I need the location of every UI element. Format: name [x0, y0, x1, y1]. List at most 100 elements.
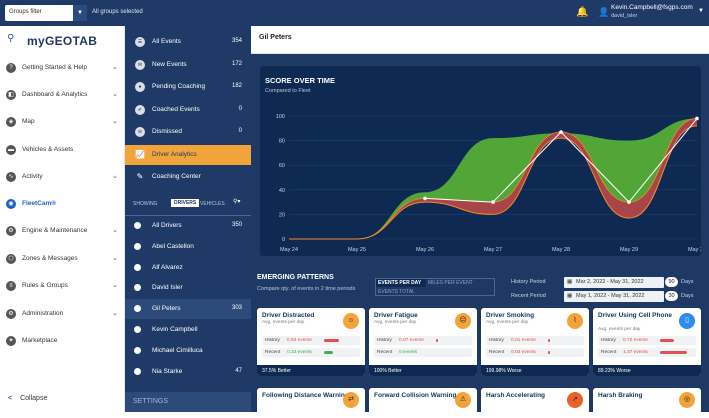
series-line-low [289, 118, 698, 240]
x-tick-label: May 27 [484, 247, 502, 253]
chevron-down-icon[interactable]: ⌄ [112, 282, 118, 289]
top-bar: Groups filter ▼ All groups selected 🔔 👤 … [0, 0, 709, 26]
nav-item-8[interactable]: ≡ Rules & Groups ⌄ [0, 278, 125, 296]
chevron-down-icon[interactable]: ⌄ [112, 227, 118, 234]
recent-days[interactable]: 30 [665, 291, 678, 301]
tab-miles-per-event[interactable]: MILES PER EVENT [428, 280, 473, 286]
nav-item-label: Zones & Messages [22, 255, 78, 262]
driver-item-7[interactable]: Nia Starke 47 [125, 362, 251, 382]
coaching-center-item[interactable]: ✎ Coaching Center [125, 167, 251, 187]
chevron-down-icon[interactable]: ▼ [73, 5, 87, 21]
pattern-card[interactable]: Driver Using Cell Phone Avg. events per d… [593, 308, 701, 376]
y-tick-label: 100 [276, 114, 285, 120]
event-item-0[interactable]: ☰ All Events 354 [125, 32, 251, 52]
recent-value: 1.37 events [623, 350, 648, 355]
help-icon: ? [6, 63, 16, 73]
history-days[interactable]: 90 [665, 277, 678, 287]
driver-item-1[interactable]: Abel Castellon [125, 237, 251, 257]
main-content: Gil Peters SCORE OVER TIME Compared to F… [251, 26, 709, 418]
driver-analytics-item[interactable]: 📈 Driver Analytics [125, 145, 251, 165]
history-bar [324, 339, 339, 342]
collapse-label: Collapse [20, 395, 48, 402]
chevron-down-icon[interactable]: ⌄ [112, 91, 118, 98]
nav-item-5[interactable]: ◉ FleetCam® [0, 196, 125, 214]
groups-filter[interactable]: Groups filter ▼ [5, 5, 87, 21]
driver-item-4[interactable]: Gil Peters 303 [125, 299, 251, 320]
chevron-left-icon: < [8, 395, 13, 402]
metric-toggle: EVENTS PER DAY MILES PER EVENT EVENTS TO… [375, 278, 495, 296]
nav-item-3[interactable]: ▬ Vehicles & Assets [0, 142, 125, 160]
calendar-icon: ▦ [567, 293, 573, 299]
recent-value: 0.03 events [511, 350, 536, 355]
search-icon[interactable]: ⚲▾ [233, 199, 241, 205]
chevron-down-icon[interactable]: ⌄ [112, 310, 118, 317]
nav-item-7[interactable]: ⬡ Zones & Messages ⌄ [0, 251, 125, 269]
pattern-card[interactable]: Harsh Accelerating ➚ [481, 388, 589, 418]
driver-item-0[interactable]: All Drivers 350 [125, 216, 251, 236]
pattern-card[interactable]: Following Distance Warning ⇄ [257, 388, 365, 418]
driver-item-2[interactable]: Alf Alvarez [125, 258, 251, 278]
data-point [627, 200, 631, 204]
nav-item-9[interactable]: ⚙ Administration ⌄ [0, 306, 125, 324]
driver-name: All Drivers [152, 222, 182, 229]
pattern-card[interactable]: Harsh Braking ◎ [593, 388, 701, 418]
user-name: david_isler [611, 13, 638, 19]
recent-bar [548, 351, 550, 354]
chevron-down-icon[interactable]: ⌄ [112, 64, 118, 71]
recent-period-input[interactable]: ▦ May 1, 2022 - May 31, 2022 [564, 291, 664, 302]
nav-item-10[interactable]: ✦ Marketplace [0, 333, 125, 351]
driver-item-5[interactable]: Kevin Campbell [125, 320, 251, 340]
nav-item-label: Getting Started & Help [22, 64, 88, 71]
user-email[interactable]: Kevin.Campbell@fsgps.com [611, 4, 693, 11]
data-point [423, 196, 427, 201]
history-period-input[interactable]: ▦ Mar 2, 2022 - May 31, 2022 [564, 277, 664, 288]
recent-key: Recent [601, 350, 617, 355]
chevron-down-icon[interactable]: ⌄ [112, 118, 118, 125]
driver-item-6[interactable]: Michael Cimilluca [125, 341, 251, 361]
tab-events-per-day[interactable]: EVENTS PER DAY [376, 279, 426, 287]
event-count: 354 [231, 38, 242, 44]
recent-value: 0.33 events [287, 350, 312, 355]
history-key: History [489, 338, 504, 343]
card-footer: 199.98% Worse [481, 365, 589, 376]
chevron-down-icon[interactable]: ⌄ [112, 255, 118, 262]
settings-button[interactable]: SETTINGS [125, 392, 251, 412]
nav-item-6[interactable]: ⚙ Engine & Maintenance ⌄ [0, 223, 125, 241]
map-icon: ◈ [6, 117, 16, 127]
driver-name: Nia Starke [152, 367, 183, 375]
user-icon[interactable]: 👤 [598, 7, 610, 17]
tab-vehicles[interactable]: VEHICLES [200, 201, 225, 207]
event-count: 0 [238, 105, 242, 112]
smoking-icon: ⌇ [567, 313, 583, 329]
event-item-3[interactable]: ✔ Coached Events 0 [125, 100, 251, 120]
event-count: 182 [231, 83, 242, 89]
search-icon[interactable]: ⚲ [7, 33, 15, 44]
nav-item-4[interactable]: ∿ Activity ⌄ [0, 169, 125, 187]
bell-icon[interactable]: 🔔 [576, 7, 589, 18]
card-footer: 89.23% Worse [593, 365, 701, 376]
pattern-card[interactable]: Driver Distracted Avg. events per day ☺ His… [257, 308, 365, 376]
pattern-card[interactable]: Forward Collision Warning ⚠ [369, 388, 477, 418]
nav-item-1[interactable]: ◧ Dashboard & Analytics ⌄ [0, 87, 125, 105]
history-range: Mar 2, 2022 - May 31, 2022 [576, 279, 644, 285]
left-nav: ⚲ myGEOTAB ? Getting Started & Help ⌄ ◧ Dash… [0, 26, 125, 412]
collapse-button[interactable]: < Collapse [8, 395, 47, 402]
history-period-label: History Period [511, 279, 546, 285]
activity-icon: ∿ [6, 172, 16, 182]
nav-item-2[interactable]: ◈ Map ⌄ [0, 114, 125, 132]
event-item-4[interactable]: ⊖ Dismissed 0 [125, 122, 251, 142]
pattern-card[interactable]: Driver Smoking Avg. events per day ⌇ Histor… [481, 308, 589, 376]
event-item-2[interactable]: ● Pending Coaching 182 [125, 77, 251, 97]
tab-drivers[interactable]: DRIVERS [171, 199, 200, 207]
fatigue-icon: ☹ [455, 313, 471, 329]
nav-item-label: Dashboard & Analytics [22, 91, 88, 98]
history-value: 0.01 events [511, 338, 536, 343]
tab-events-total[interactable]: EVENTS TOTAL [378, 289, 415, 295]
collision-icon: ⚠ [455, 392, 471, 408]
pattern-card[interactable]: Driver Fatigue Avg. events per day ☹ Histor… [369, 308, 477, 376]
event-item-1[interactable]: ✉ New Events 172 [125, 55, 251, 75]
chevron-down-icon[interactable]: ⌄ [112, 173, 118, 180]
driver-item-3[interactable]: David Isler [125, 278, 251, 298]
nav-item-0[interactable]: ? Getting Started & Help ⌄ [0, 60, 125, 78]
user-chevron-icon[interactable]: ▼ [698, 8, 704, 14]
